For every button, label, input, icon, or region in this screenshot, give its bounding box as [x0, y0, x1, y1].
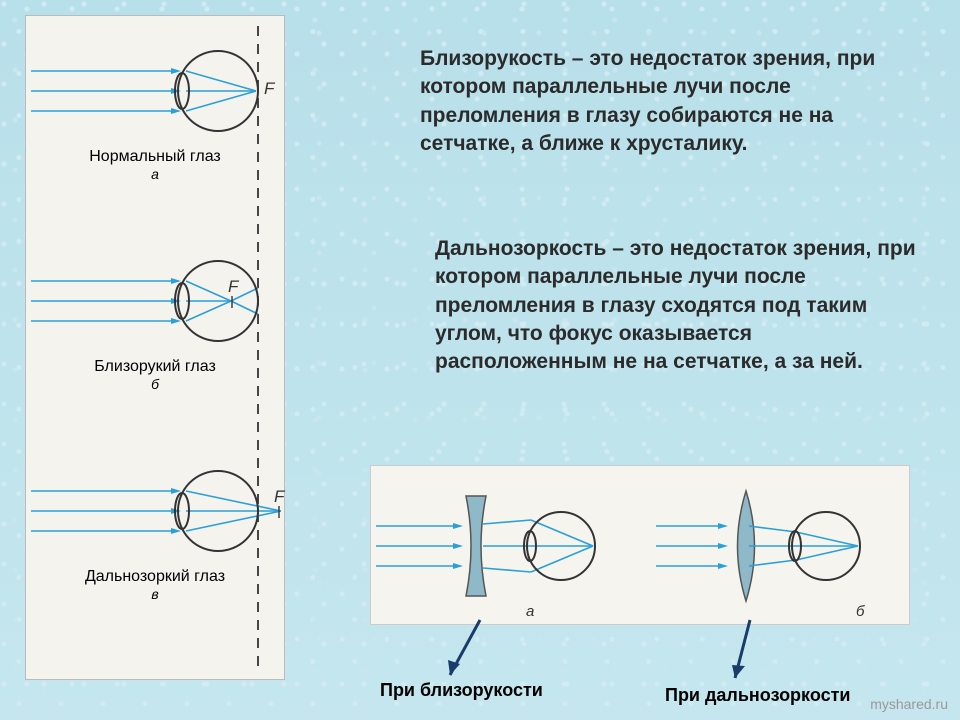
eye1-sub: а	[26, 166, 284, 186]
hyperopia-correction-label: При дальнозоркости	[665, 685, 850, 706]
eye1-caption: Нормальный глаз	[26, 144, 284, 166]
lens-sub-a: а	[526, 603, 534, 620]
lens-correction-panel: а б	[370, 465, 910, 625]
eye-diagram-panel: F F	[25, 15, 285, 680]
lens-sub-b: б	[856, 603, 865, 620]
svg-text:F: F	[274, 487, 286, 506]
eye2-sub: б	[26, 376, 284, 396]
myopia-correction-label: При близорукости	[380, 680, 543, 701]
watermark: myshared.ru	[870, 696, 948, 712]
hyperopia-definition: Дальнозоркость – это недостаток зрения, …	[435, 235, 925, 377]
svg-text:F: F	[228, 277, 240, 296]
myopia-definition: Близорукость – это недостаток зрения, пр…	[420, 45, 925, 158]
svg-text:F: F	[264, 79, 276, 98]
eye3-caption: Дальнозоркий глаз	[26, 564, 284, 586]
eye3-sub: в	[26, 586, 284, 606]
eye2-caption: Близорукий глаз	[26, 354, 284, 376]
lens-correction-svg: а б	[371, 466, 911, 626]
